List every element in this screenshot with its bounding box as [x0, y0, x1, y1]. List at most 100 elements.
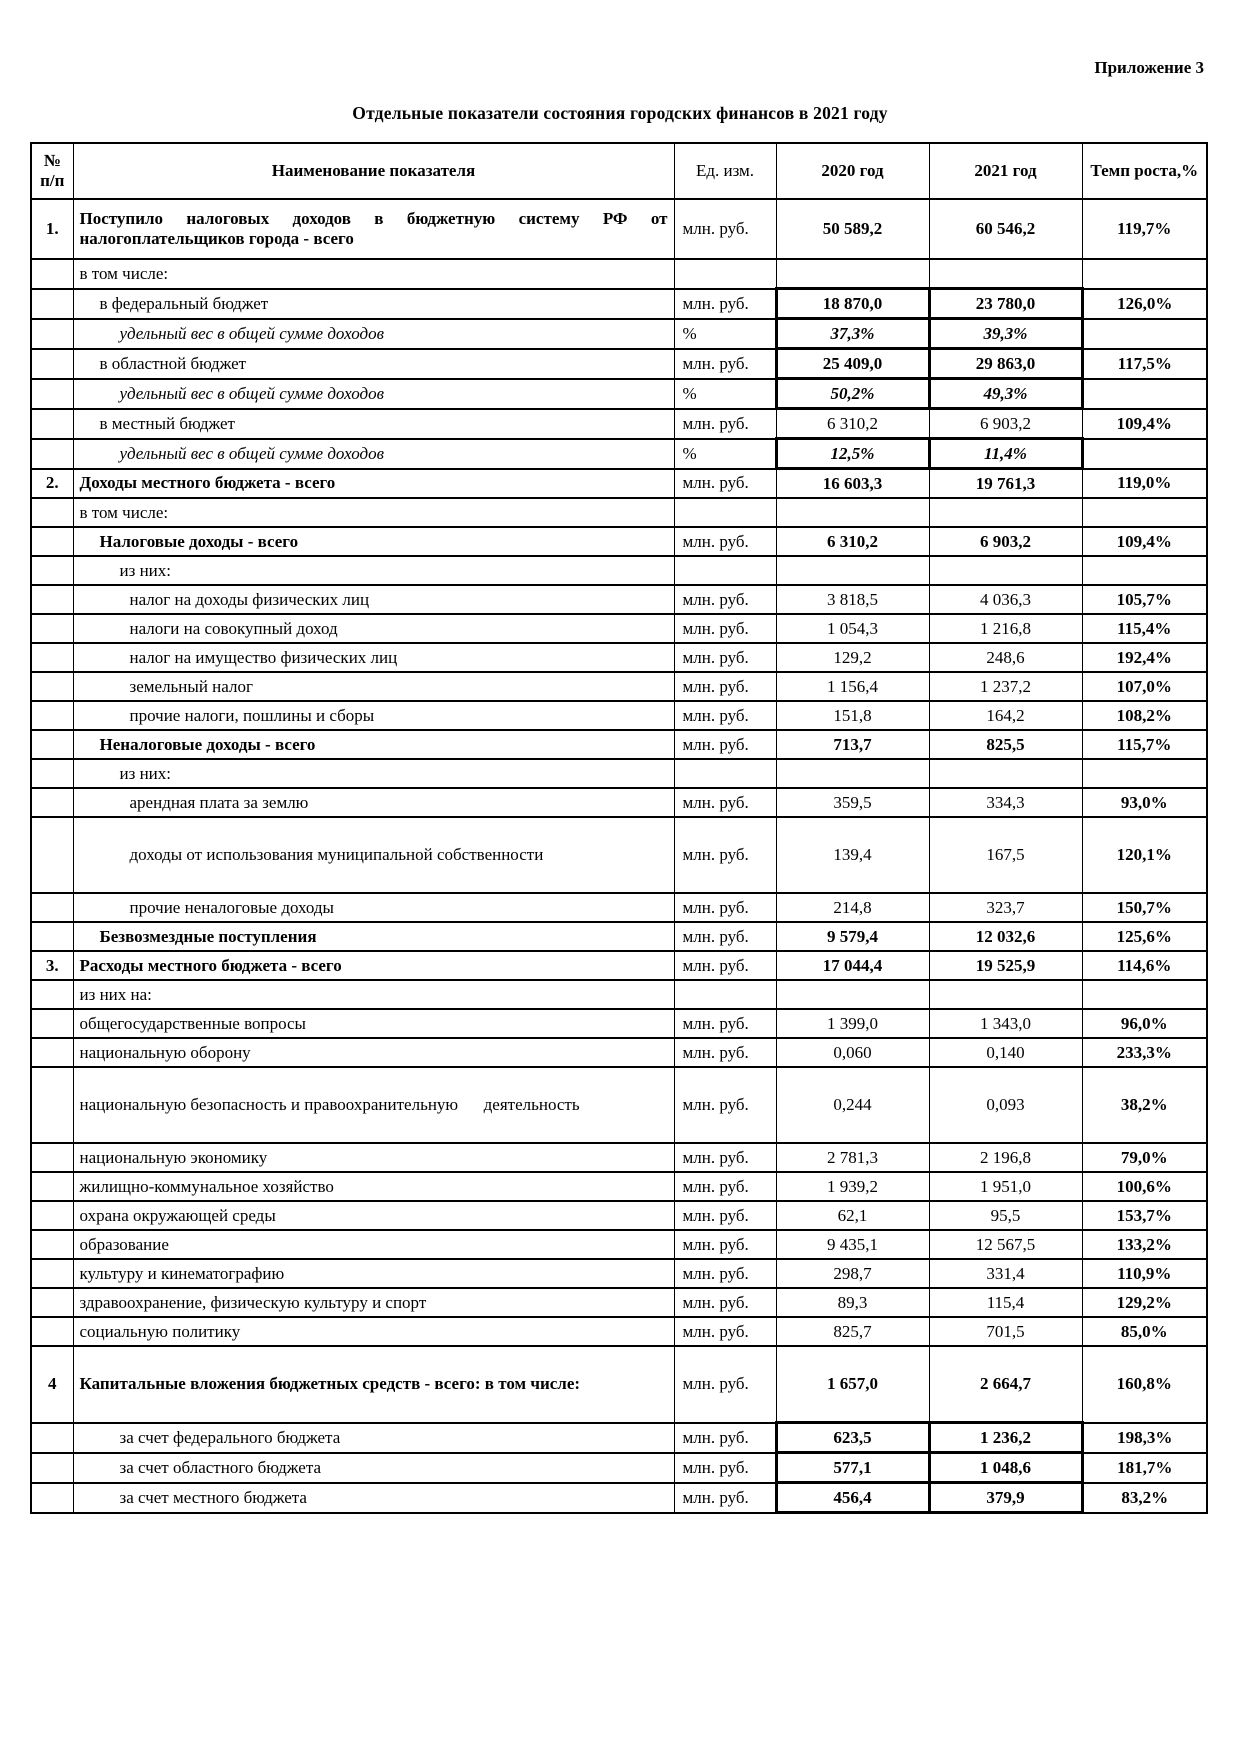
- table-row: в том числе:: [30, 258, 1208, 290]
- unit-cell: млн. руб.: [673, 1037, 777, 1068]
- table-row: здравоохранение, физическую культуру и с…: [30, 1287, 1208, 1318]
- value-2020-cell: 129,2: [775, 642, 930, 673]
- value-2021-cell: 1 237,2: [928, 671, 1083, 702]
- row-number-cell: [30, 1200, 74, 1231]
- table-row: в областной бюджет млн. руб. 25 409,0 29 86…: [30, 347, 1208, 380]
- table-row: Безвозмездные поступления млн. руб. 9 579,…: [30, 921, 1208, 952]
- row-number-cell: [30, 892, 74, 923]
- row-number-cell: [30, 1287, 74, 1318]
- row-number-cell: 3.: [30, 950, 74, 981]
- indicator-name-cell: Неналоговые доходы - всего: [72, 729, 675, 760]
- row-number-cell: [30, 816, 74, 894]
- unit-cell: млн. руб.: [673, 1316, 777, 1347]
- indicator-name-cell: образование: [72, 1229, 675, 1260]
- row-number-cell: [30, 1142, 74, 1173]
- row-number-cell: 2.: [30, 467, 74, 499]
- indicator-name-cell: доходы от использования муниципальной со…: [72, 816, 675, 894]
- value-2021-cell: 248,6: [928, 642, 1083, 673]
- table-row: доходы от использования муниципальной со…: [30, 816, 1208, 894]
- value-2020-cell: 0,244: [775, 1066, 930, 1144]
- value-2021-cell: 379,9: [927, 1481, 1084, 1514]
- value-2020-cell: 1 939,2: [775, 1171, 930, 1202]
- value-2020-cell: 298,7: [775, 1258, 930, 1289]
- table-row: 4 Капитальные вложения бюджетных средств …: [30, 1345, 1208, 1424]
- growth-cell: 96,0%: [1081, 1008, 1208, 1039]
- table-row: налоги на совокупный доход млн. руб. 1 054…: [30, 613, 1208, 644]
- indicator-name-cell: арендная плата за землю: [72, 787, 675, 818]
- growth-cell: 233,3%: [1081, 1037, 1208, 1068]
- value-2021-cell: [928, 979, 1083, 1010]
- indicator-name-cell: Доходы местного бюджета - всего: [72, 467, 675, 499]
- table-row: социальную политику млн. руб. 825,7 701,5 85…: [30, 1316, 1208, 1347]
- unit-cell: млн. руб.: [673, 892, 777, 923]
- row-number-cell: [30, 1481, 74, 1514]
- table-row: налог на доходы физических лиц млн. руб. 3…: [30, 584, 1208, 615]
- value-2020-cell: 1 054,3: [775, 613, 930, 644]
- indicator-name-cell: удельный вес в общей сумме доходов: [72, 317, 675, 350]
- indicator-name-cell: национальную безопасность и правоохранит…: [72, 1066, 675, 1144]
- growth-cell: 119,7%: [1081, 198, 1208, 260]
- growth-cell: 114,6%: [1081, 950, 1208, 981]
- indicator-name-cell: национальную экономику: [72, 1142, 675, 1173]
- table-row: в федеральный бюджет млн. руб. 18 870,0 23 …: [30, 287, 1208, 320]
- indicator-name-cell: прочие неналоговые доходы: [72, 892, 675, 923]
- table-row: культуру и кинематографию млн. руб. 298,7 3…: [30, 1258, 1208, 1289]
- indicator-name-cell: за счет областного бюджета: [72, 1451, 675, 1484]
- value-2021-cell: 2 664,7: [928, 1345, 1083, 1424]
- value-2021-cell: 1 236,2: [927, 1421, 1084, 1454]
- growth-cell: 119,0%: [1081, 467, 1208, 499]
- unit-cell: млн. руб.: [673, 347, 777, 380]
- value-2021-cell: 6 903,2: [928, 407, 1083, 440]
- unit-cell: [673, 758, 777, 789]
- unit-cell: млн. руб.: [673, 1481, 777, 1514]
- growth-cell: 125,6%: [1081, 921, 1208, 952]
- value-2021-cell: [928, 258, 1083, 290]
- indicator-name-cell: за счет местного бюджета: [72, 1481, 675, 1514]
- indicator-name-cell: в том числе:: [72, 497, 675, 528]
- row-number-cell: [30, 1258, 74, 1289]
- table-body: 1. Поступило налоговых доходов в бюджетну…: [30, 198, 1208, 1514]
- value-2021-cell: 39,3%: [927, 317, 1084, 350]
- table-row: в том числе:: [30, 497, 1208, 528]
- unit-cell: млн. руб.: [673, 1142, 777, 1173]
- growth-cell: [1081, 758, 1208, 789]
- value-2020-cell: 456,4: [774, 1481, 931, 1514]
- value-2020-cell: 50 589,2: [775, 198, 930, 260]
- table-row: удельный вес в общей сумме доходов% 50,2%…: [30, 377, 1208, 410]
- annex-label: Приложение 3: [1094, 58, 1204, 77]
- growth-cell: [1081, 555, 1208, 586]
- value-2020-cell: [775, 258, 930, 290]
- value-2021-cell: 6 903,2: [928, 526, 1083, 557]
- value-2020-cell: 6 310,2: [775, 526, 930, 557]
- unit-cell: млн. руб.: [673, 1287, 777, 1318]
- indicator-name-cell: Безвозмездные поступления: [72, 921, 675, 952]
- indicator-name-cell: прочие налоги, пошлины и сборы: [72, 700, 675, 731]
- document-title: Отдельные показатели состояния городских…: [352, 103, 888, 123]
- growth-cell: [1081, 317, 1208, 350]
- growth-cell: 109,4%: [1081, 407, 1208, 440]
- value-2020-cell: [775, 555, 930, 586]
- unit-cell: млн. руб.: [673, 921, 777, 952]
- growth-cell: [1081, 258, 1208, 290]
- indicators-table: № п/п Наименование показателя Ед. изм. 2…: [30, 142, 1208, 1514]
- unit-cell: млн. руб.: [673, 584, 777, 615]
- unit-cell: млн. руб.: [673, 816, 777, 894]
- indicator-name-cell: Налоговые доходы - всего: [72, 526, 675, 557]
- indicator-name-cell: из них:: [72, 555, 675, 586]
- unit-cell: %: [673, 437, 777, 470]
- unit-cell: млн. руб.: [673, 1066, 777, 1144]
- growth-cell: [1081, 437, 1208, 470]
- row-number-cell: [30, 921, 74, 952]
- growth-cell: 38,2%: [1081, 1066, 1208, 1144]
- indicator-name-cell: земельный налог: [72, 671, 675, 702]
- value-2020-cell: [775, 758, 930, 789]
- row-number-cell: [30, 1171, 74, 1202]
- value-2021-cell: 167,5: [928, 816, 1083, 894]
- growth-cell: 120,1%: [1081, 816, 1208, 894]
- unit-cell: млн. руб.: [673, 700, 777, 731]
- row-number-cell: [30, 258, 74, 290]
- indicator-name-cell: удельный вес в общей сумме доходов: [72, 437, 675, 470]
- table-row: охрана окружающей среды млн. руб. 62,1 95,5…: [30, 1200, 1208, 1231]
- table-row: из них:: [30, 758, 1208, 789]
- unit-cell: %: [673, 377, 777, 410]
